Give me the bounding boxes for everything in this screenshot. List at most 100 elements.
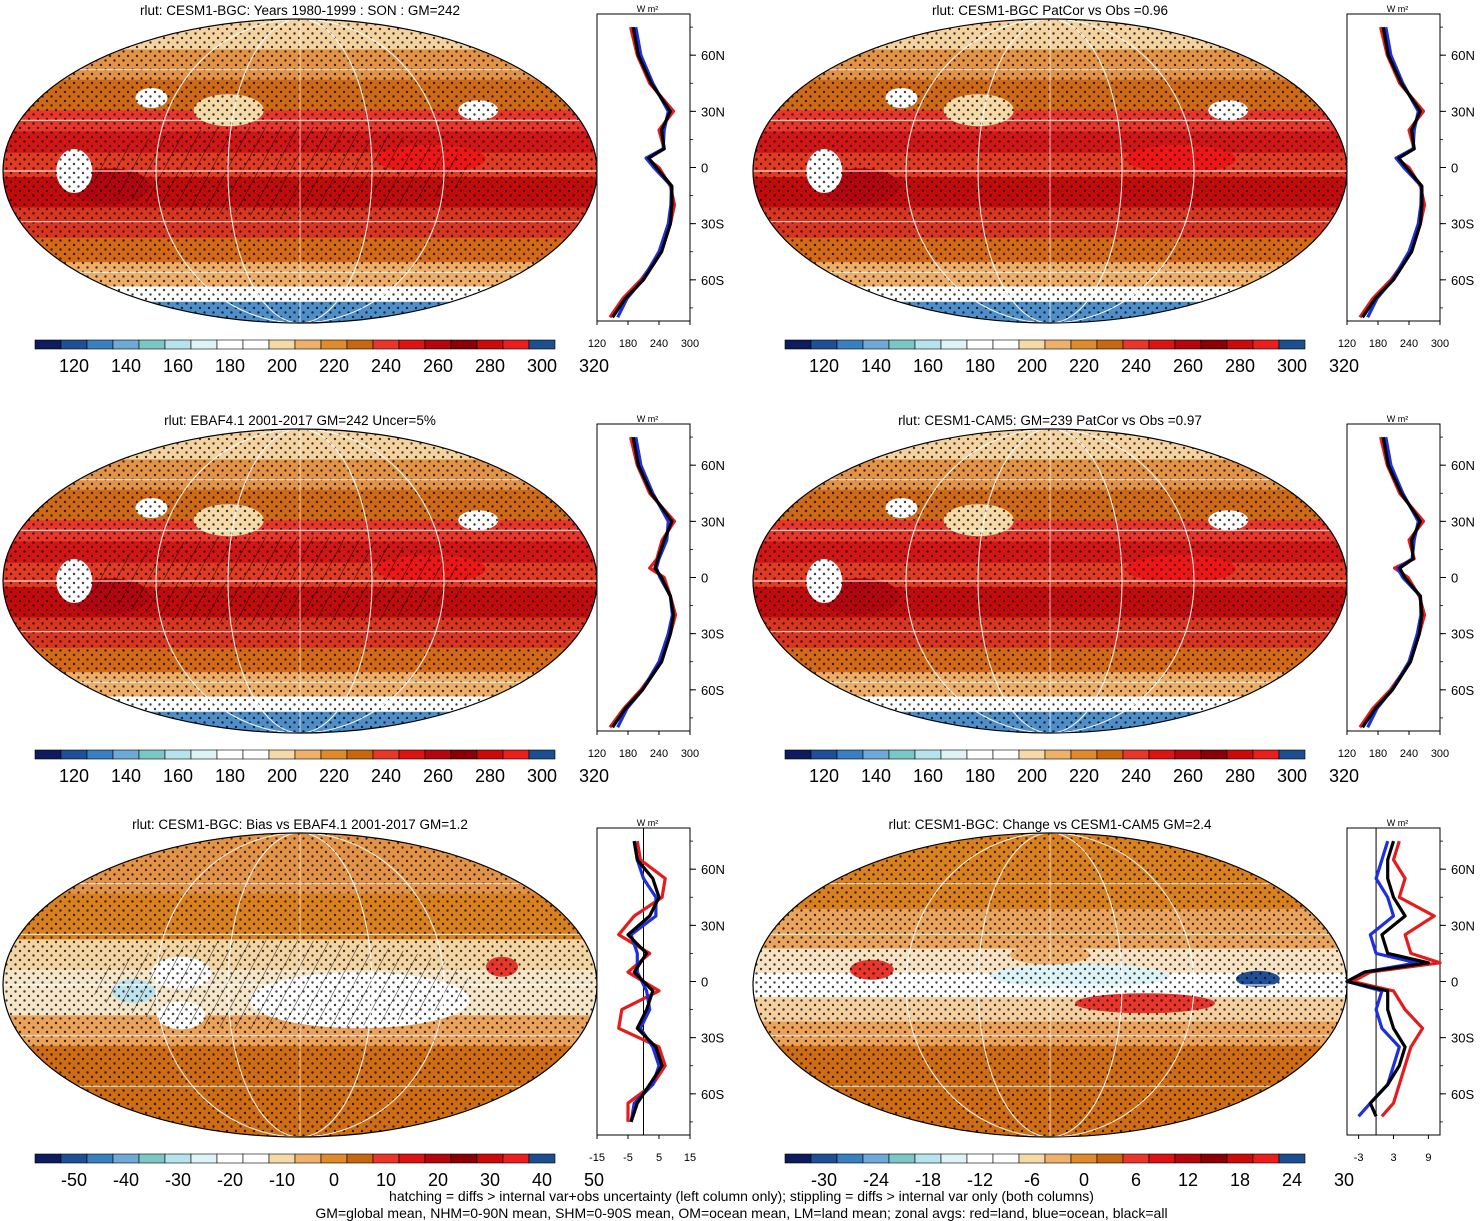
colorbar-swatch — [34, 1153, 62, 1164]
colorbar-swatch — [294, 1153, 322, 1164]
panel-title: rlut: CESM1-BGC: Years 1980-1999 : SON :… — [140, 3, 460, 18]
colorbar-swatch — [476, 749, 504, 760]
zonal-lat-label: 60N — [701, 862, 725, 877]
colorbar-swatch — [836, 1153, 864, 1164]
colorbar-tick-label: 320 — [579, 766, 609, 786]
colorbar-swatch — [190, 1153, 218, 1164]
colorbar-tick-label: 300 — [1277, 766, 1307, 786]
colorbar-tick-label: 180 — [965, 766, 995, 786]
zonal-series-land — [608, 436, 678, 729]
colorbar-tick-label: 260 — [1173, 356, 1203, 376]
zonal-x-label: -5 — [623, 1152, 633, 1164]
zonal-series-land — [608, 26, 677, 319]
zonal-lat-label: 30S — [701, 627, 724, 642]
zonal-x-label: 120 — [588, 748, 606, 760]
colorbar-swatch — [86, 1153, 114, 1164]
colorbar-tick-label: 30 — [1334, 1170, 1354, 1190]
panel-title: rlut: CESM1-CAM5: GM=239 PatCor vs Obs =… — [898, 413, 1202, 428]
panel-title: rlut: CESM1-BGC: Bias vs EBAF4.1 2001-20… — [132, 817, 468, 832]
colorbar-swatch — [138, 749, 166, 760]
zonal-profile: W m² 60N 30N 0 30S 60S 120 180 240 300 — [1338, 414, 1475, 760]
colorbar-swatch — [1122, 749, 1150, 760]
colorbar-swatch — [1070, 749, 1098, 760]
colorbar-tick-label: 220 — [1069, 766, 1099, 786]
zonal-lat-label: 60N — [701, 458, 725, 473]
zonal-profile: W m² 60N 30N 0 30S 60S -3 3 9 — [1345, 818, 1475, 1164]
zonal-series-land — [1358, 436, 1427, 729]
zonal-lat-label: 60N — [1451, 862, 1475, 877]
colorbar-swatch — [190, 339, 218, 350]
colorbar-tick-label: 200 — [267, 356, 297, 376]
colorbar-swatch — [1174, 749, 1202, 760]
colorbar-tick-label: -50 — [61, 1170, 87, 1190]
graticule-lon — [905, 833, 1195, 1137]
colorbar-tick-label: 320 — [1329, 766, 1359, 786]
colorbar-tick-label: 260 — [1173, 766, 1203, 786]
colorbar-swatch — [784, 339, 812, 350]
colorbar-swatch — [372, 749, 400, 760]
colorbar-tick-label: 180 — [965, 356, 995, 376]
colorbar-swatch — [1278, 1153, 1306, 1164]
colorbar-swatch — [1252, 749, 1280, 760]
colorbar-tick-label: 220 — [319, 356, 349, 376]
colorbar-tick-label: 120 — [59, 356, 89, 376]
colorbar-swatch — [398, 1153, 426, 1164]
zonal-unit-label: W m² — [1387, 4, 1409, 14]
colorbar-swatch — [190, 749, 218, 760]
colorbar-tick-label: 160 — [913, 766, 943, 786]
zonal-x-label: 240 — [1400, 338, 1418, 350]
colorbar-swatch — [1148, 339, 1176, 350]
colorbar-swatch — [1148, 749, 1176, 760]
zonal-lat-label: 0 — [701, 571, 708, 586]
colorbar-tick-label: 12 — [1178, 1170, 1198, 1190]
colorbar-swatch — [528, 1153, 556, 1164]
colorbar-swatch — [940, 749, 968, 760]
zonal-profile: W m² 60N 30N 0 30S 60S -15 -5 5 15 — [589, 818, 725, 1164]
graticule-lon — [155, 19, 445, 323]
zonal-x-label: 180 — [619, 338, 637, 350]
colorbar-tick-label: 320 — [579, 356, 609, 376]
colorbar-swatch — [216, 749, 244, 760]
colorbar-tick-label: 280 — [1225, 766, 1255, 786]
zonal-lat-label: 30S — [1451, 627, 1474, 642]
zonal-lat-label: 0 — [1451, 975, 1458, 990]
graticule-lon — [977, 19, 1123, 323]
colorbar-swatch — [320, 1153, 348, 1164]
colorbar-swatch — [992, 1153, 1020, 1164]
zonal-profile: W m² 60N 30N 0 30S 60S 120 180 240 300 — [588, 414, 725, 760]
colorbar-tick-label: 160 — [913, 356, 943, 376]
colorbar-tick-label: 200 — [267, 766, 297, 786]
colorbar-tick-label: -30 — [811, 1170, 837, 1190]
world-map — [2, 428, 598, 734]
zonal-lat-label: 30S — [1451, 217, 1474, 232]
colorbar-tick-label: 240 — [371, 356, 401, 376]
zonal-x-label: 9 — [1425, 1152, 1431, 1164]
colorbar-swatch — [112, 749, 140, 760]
panel-4: rlut: CESM1-CAM5: GM=239 PatCor vs Obs =… — [752, 413, 1475, 786]
world-map — [752, 832, 1348, 1138]
zonal-x-label: 300 — [1431, 748, 1449, 760]
colorbar-swatch — [294, 339, 322, 350]
colorbar-tick-label: 260 — [423, 356, 453, 376]
zonal-lat-label: 60S — [1451, 273, 1474, 288]
colorbar-swatch — [914, 749, 942, 760]
colorbar-swatch — [346, 1153, 374, 1164]
zonal-x-label: -3 — [1354, 1152, 1364, 1164]
footnote-legend: GM=global mean, NHM=0-90N mean, SHM=0-90… — [315, 1205, 1168, 1221]
colorbar-swatch — [476, 1153, 504, 1164]
zonal-lat-label: 0 — [1451, 571, 1458, 586]
zonal-x-label: 180 — [1369, 338, 1387, 350]
colorbar-swatch — [268, 1153, 296, 1164]
colorbar-swatch — [1044, 339, 1072, 350]
colorbar-swatch — [528, 339, 556, 350]
zonal-unit-label: W m² — [637, 414, 659, 424]
zonal-x-label: 240 — [1400, 748, 1418, 760]
colorbar-tick-label: 18 — [1230, 1170, 1250, 1190]
colorbar-swatch — [164, 1153, 192, 1164]
zonal-lat-label: 30S — [1451, 1031, 1474, 1046]
colorbar-swatch — [1200, 339, 1228, 350]
colorbar-tick-label: -20 — [217, 1170, 243, 1190]
colorbar-tick-label: 280 — [475, 356, 505, 376]
graticule-lon — [977, 833, 1123, 1137]
colorbar-swatch — [346, 339, 374, 350]
